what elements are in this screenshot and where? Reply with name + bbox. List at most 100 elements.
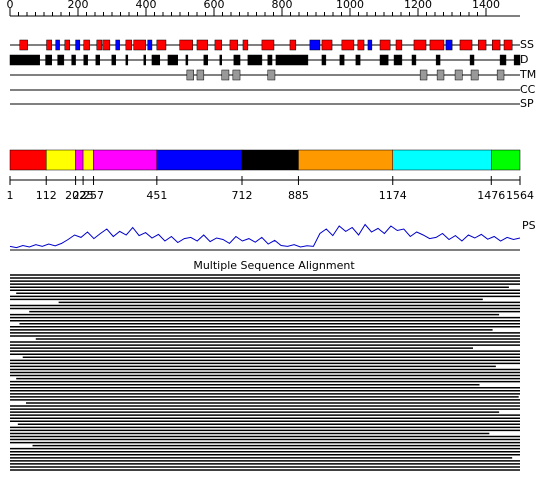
- helix: [133, 39, 146, 51]
- disorder: [379, 54, 389, 66]
- domain: [298, 149, 393, 171]
- transmembrane: [267, 69, 276, 81]
- helix: [96, 39, 102, 51]
- disorder: [151, 54, 161, 66]
- helix: [459, 39, 473, 51]
- ps-profile: [9, 223, 521, 249]
- disorder: [167, 54, 178, 66]
- helix: [179, 39, 193, 51]
- domain-label: 225: [73, 189, 94, 202]
- helix: [395, 39, 403, 51]
- disorder: [71, 54, 76, 66]
- ruler-label: 0: [7, 0, 14, 11]
- helix: [357, 39, 365, 51]
- ruler-label: 400: [136, 0, 157, 11]
- helix: [19, 39, 28, 51]
- helix: [492, 39, 501, 51]
- disorder: [267, 54, 273, 66]
- transmembrane: [419, 69, 428, 81]
- disorder: [321, 54, 327, 66]
- transmembrane: [196, 69, 205, 81]
- disorder: [95, 54, 100, 66]
- track-label: SS: [520, 38, 534, 51]
- strand: [445, 39, 453, 51]
- disorder: [513, 54, 521, 66]
- helix: [229, 39, 239, 51]
- domain: [93, 149, 158, 171]
- helix: [214, 39, 223, 51]
- domain: [9, 149, 47, 171]
- strand: [367, 39, 373, 51]
- disorder: [125, 54, 129, 66]
- transmembrane: [186, 69, 194, 81]
- domain-label: 1476: [477, 189, 505, 202]
- helix: [379, 39, 391, 51]
- domain: [241, 149, 299, 171]
- helix: [429, 39, 445, 51]
- disorder: [83, 54, 88, 66]
- domain-label: 257: [83, 189, 104, 202]
- helix: [196, 39, 208, 51]
- domain-label: 202: [65, 189, 86, 202]
- helix: [503, 39, 513, 51]
- domain-label: 1: [7, 189, 14, 202]
- transmembrane: [470, 69, 479, 81]
- disorder: [435, 54, 441, 66]
- disorder: [233, 54, 241, 66]
- transmembrane: [232, 69, 241, 81]
- helix: [46, 39, 53, 51]
- disorder: [393, 54, 403, 66]
- domain: [82, 149, 94, 171]
- ruler-label: 1200: [404, 0, 432, 11]
- disorder: [411, 54, 417, 66]
- track-label: TM: [519, 68, 536, 81]
- transmembrane: [436, 69, 445, 81]
- helix: [413, 39, 427, 51]
- helix: [64, 39, 70, 51]
- helix: [341, 39, 355, 51]
- domain-label: 1174: [379, 189, 407, 202]
- ruler-label: 200: [68, 0, 89, 11]
- ruler-label: 1000: [336, 0, 364, 11]
- disorder: [275, 54, 309, 66]
- ruler-label: 1400: [472, 0, 500, 11]
- domain-label: 885: [288, 189, 309, 202]
- disorder: [355, 54, 361, 66]
- strand: [147, 39, 153, 51]
- helix: [102, 39, 111, 51]
- domain: [45, 149, 76, 171]
- track-label: D: [520, 53, 528, 66]
- strand: [55, 39, 60, 51]
- transmembrane: [221, 69, 230, 81]
- ruler-label: 800: [272, 0, 293, 11]
- track-label: CC: [520, 83, 536, 96]
- domain-label: 451: [146, 189, 167, 202]
- helix: [477, 39, 487, 51]
- helix: [261, 39, 275, 51]
- strand: [75, 39, 81, 51]
- ruler-label: 600: [204, 0, 225, 11]
- domain: [392, 149, 492, 171]
- helix: [83, 39, 90, 51]
- track-label: SP: [520, 97, 534, 110]
- domain: [156, 149, 243, 171]
- domain: [75, 149, 84, 171]
- strand: [115, 39, 120, 51]
- strand: [309, 39, 321, 51]
- disorder: [469, 54, 475, 66]
- disorder: [203, 54, 208, 66]
- disorder: [111, 54, 116, 66]
- helix: [289, 39, 297, 51]
- disorder: [339, 54, 345, 66]
- disorder: [185, 54, 189, 66]
- domain: [491, 149, 521, 171]
- disorder: [57, 54, 65, 66]
- domain-label: 1564: [506, 189, 534, 202]
- ps-label: PS: [522, 219, 536, 232]
- disorder: [219, 54, 223, 66]
- helix: [156, 39, 167, 51]
- helix: [321, 39, 333, 51]
- disorder: [45, 54, 53, 66]
- helix: [242, 39, 249, 51]
- domain-label: 712: [231, 189, 252, 202]
